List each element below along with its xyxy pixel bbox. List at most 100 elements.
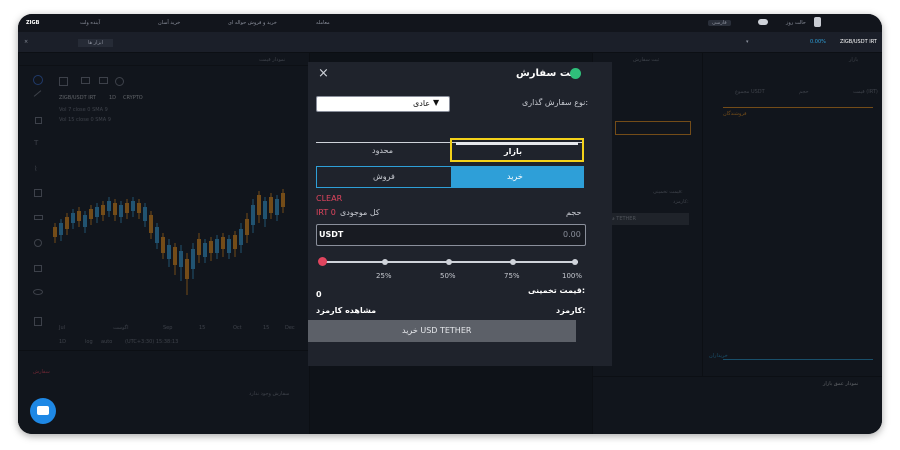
slider-label-100: 100%: [562, 272, 583, 280]
chart-symbol: ZIGB/USDT IRT: [59, 95, 96, 101]
tab-market-underline: [456, 142, 578, 145]
tab-market[interactable]: بازار: [450, 138, 584, 162]
order-type-label: نوع سفارش گذاری:: [522, 98, 589, 107]
col-volume: حجم: [799, 89, 809, 95]
tab-market-label: بازار: [504, 147, 522, 156]
candles: [53, 189, 285, 295]
volume-label: حجم: [566, 208, 582, 217]
collapse-icon[interactable]: ×: [24, 39, 29, 45]
market-tab[interactable]: بازار: [849, 57, 859, 63]
market-panel: بازار قیمت (IRT) حجم مجموع USDT فروشندگا…: [702, 52, 882, 378]
depth-panel: نمودار عمق بازار: [592, 376, 882, 434]
sub-toolbar: × ابزار ها 0.00% ZIGB/USDT IRT ▾: [18, 32, 882, 53]
slider-step-100[interactable]: [572, 259, 578, 265]
time-axis: Jul اگوست Sep 15 Oct 15 Dec: [49, 325, 299, 335]
chat-button[interactable]: [30, 398, 56, 424]
drawing-toolbar: T ⌇: [33, 73, 43, 333]
sell-tab[interactable]: فروش: [317, 167, 451, 187]
tools-label[interactable]: ابزار ها: [78, 39, 114, 47]
balance-value: IRT 0: [316, 208, 336, 217]
time-label: 15: [263, 325, 270, 331]
eye-icon[interactable]: [33, 289, 43, 295]
time-label: Oct: [233, 325, 242, 331]
user-icon[interactable]: [814, 17, 821, 27]
caret-down-icon: ▼: [433, 98, 440, 107]
nav-link-easy[interactable]: خرید آسان: [158, 20, 181, 26]
slider-step-75[interactable]: [510, 259, 516, 265]
submit-buy-label: خرید USD TETHER: [402, 326, 472, 335]
ruler-icon[interactable]: [34, 215, 43, 220]
nav-link-wallet[interactable]: آینده ولت: [80, 20, 100, 26]
logo: ZIGB: [26, 20, 40, 26]
slider-step-25[interactable]: [382, 259, 388, 265]
camera-icon[interactable]: [99, 77, 108, 84]
measure-icon[interactable]: [34, 189, 42, 197]
chart-clock: (UTC+3:30) 15:38:13: [125, 339, 179, 345]
price-label-mid: قیمت تخمینی:: [653, 189, 683, 195]
sell-tab-label: فروش: [373, 172, 395, 181]
view-fee-link[interactable]: مشاهده کارمزد: [316, 306, 377, 315]
fee-label-mid: کارمزد:: [673, 199, 689, 205]
clear-button[interactable]: CLEAR: [316, 194, 343, 203]
side-toggle: فروش خرید: [316, 166, 584, 188]
time-label: اگوست: [113, 325, 129, 331]
lock-icon[interactable]: [34, 265, 42, 272]
order-icon: [570, 68, 581, 79]
symbol-title[interactable]: ZIGB/USDT IRT: [840, 39, 877, 45]
chart-tab[interactable]: نمودار قیمت: [259, 57, 286, 63]
nav-link-p2p[interactable]: خرید و فروش حواله ای: [228, 20, 277, 26]
chart-exchange: CRYPTO: [123, 95, 143, 101]
buy-tab[interactable]: خرید: [451, 167, 583, 187]
candlestick-chart[interactable]: [49, 183, 299, 303]
trash-icon[interactable]: [34, 317, 42, 326]
chart-interval[interactable]: 1D: [109, 95, 117, 101]
symbol-change: 0.00%: [810, 39, 826, 45]
top-navbar: ZIGB آینده ولت خرید و فروش حواله ای خرید…: [18, 14, 882, 32]
chevron-down-icon[interactable]: ▾: [746, 39, 749, 45]
volume-value: 0.00: [563, 230, 581, 239]
pattern-icon[interactable]: ⌇: [34, 165, 38, 173]
sellers-line: [723, 107, 873, 108]
indicator-icon[interactable]: [81, 77, 90, 84]
magnet-icon[interactable]: [34, 239, 42, 247]
auto-toggle[interactable]: auto: [101, 339, 113, 345]
tab-limit[interactable]: محدود: [372, 146, 394, 155]
slider-label-50: 50%: [440, 272, 456, 280]
volume-slider[interactable]: [318, 256, 578, 268]
close-icon[interactable]: ×: [318, 66, 329, 81]
slider-label-25: 25%: [376, 272, 392, 280]
range-1d[interactable]: 1D: [59, 339, 67, 345]
nav-link-trade[interactable]: معامله: [316, 20, 330, 26]
app-window: ZIGB آینده ولت خرید و فروش حواله ای خرید…: [18, 14, 882, 434]
slider-label-75: 75%: [504, 272, 520, 280]
slider-step-50[interactable]: [446, 259, 452, 265]
chart-legend-1: Vol 7 close 0 SMA 9: [59, 107, 108, 113]
order-type-value: عادی: [413, 99, 431, 108]
time-label: Sep: [163, 325, 173, 331]
balance-label: کل موجودی: [340, 208, 380, 217]
volume-unit: USDT: [319, 230, 344, 239]
buyers-line: [723, 359, 873, 360]
text-icon[interactable]: T: [34, 139, 39, 147]
lang-selector[interactable]: فارسی: [708, 20, 731, 26]
trendline-icon[interactable]: [33, 90, 42, 97]
slider-handle[interactable]: [318, 257, 327, 266]
toggle-icon[interactable]: [758, 19, 768, 25]
day-mode-label[interactable]: حالت روز: [786, 20, 806, 26]
submit-buy-button[interactable]: خرید USD TETHER: [308, 320, 576, 342]
col-total: مجموع USDT: [735, 89, 765, 95]
add-icon[interactable]: [59, 77, 68, 86]
depth-tab[interactable]: نمودار عمق بازار: [823, 381, 859, 387]
order-type-select[interactable]: عادی ▼: [316, 96, 450, 112]
time-label: 15: [199, 325, 206, 331]
amount-input-orange[interactable]: [615, 121, 691, 135]
log-toggle[interactable]: log: [85, 339, 93, 345]
volume-input[interactable]: USDT 0.00: [316, 224, 586, 246]
sellers-label: فروشندگان: [723, 111, 747, 117]
pencil-icon[interactable]: [35, 117, 42, 124]
orders-panel: سفارش سفارش وجود ندارد: [18, 350, 310, 434]
order-side-tab[interactable]: ثبت سفارش: [633, 57, 660, 63]
crosshair-icon[interactable]: [33, 75, 43, 85]
orders-tab[interactable]: سفارش: [33, 369, 50, 375]
settings-icon[interactable]: [115, 77, 124, 86]
